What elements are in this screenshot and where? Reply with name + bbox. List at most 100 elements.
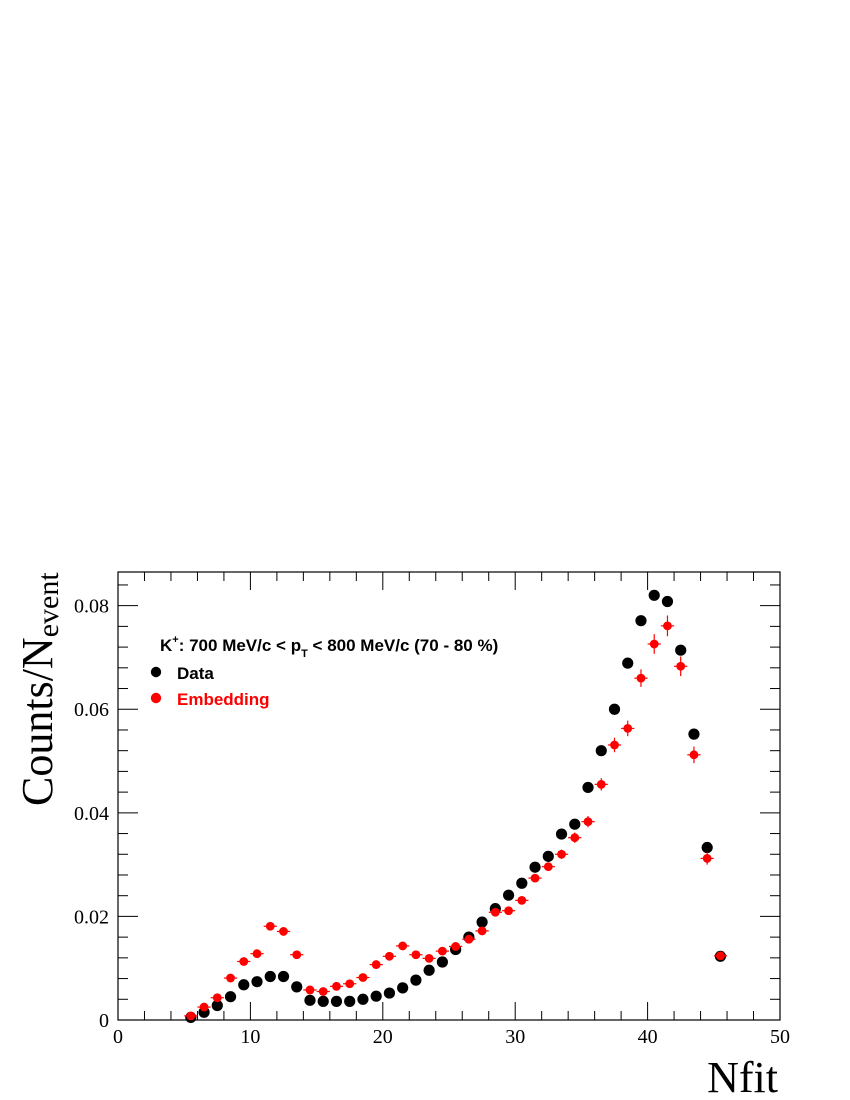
data-point [622, 657, 634, 669]
x-tick-label: 40 [638, 1026, 658, 1048]
legend-label-data: Data [177, 664, 214, 683]
y-tick-label: 0.06 [74, 699, 109, 721]
embedding-marker [358, 973, 368, 982]
embedding-point [422, 953, 436, 963]
x-tick-label: 0 [113, 1026, 123, 1048]
embedding-point [660, 615, 675, 637]
embedding-point [369, 960, 383, 969]
data-point [211, 999, 223, 1012]
embedding-marker [596, 779, 606, 789]
data-point [688, 728, 700, 740]
embedding-marker [636, 673, 646, 683]
data-point [423, 964, 435, 976]
embedding-point [554, 849, 569, 859]
embedding-point [515, 895, 529, 905]
embedding-marker [504, 906, 513, 916]
embedding-marker [464, 934, 474, 944]
embedding-point [488, 907, 502, 917]
embedding-marker [451, 942, 461, 951]
embedding-point [223, 973, 238, 983]
embedding-point [343, 979, 357, 989]
data-point [410, 974, 422, 986]
embedding-marker [477, 926, 487, 936]
embedding-marker [252, 949, 262, 959]
data-point [516, 877, 528, 889]
data-point [264, 970, 276, 983]
embedding-marker [371, 960, 381, 969]
data-point [542, 850, 554, 862]
embedding-point [356, 973, 370, 982]
data-point [635, 615, 647, 627]
data-point [648, 589, 660, 601]
embedding-point [329, 981, 344, 991]
data-point [661, 595, 674, 608]
embedding-point [197, 1002, 211, 1012]
data-point [476, 916, 488, 928]
embedding-marker [332, 981, 341, 991]
y-axis-title: Counts/Nevent [13, 572, 65, 806]
data-point [383, 987, 396, 999]
data-point [317, 995, 329, 1007]
embedding-point [237, 957, 251, 966]
y-tick-label: 0.08 [74, 596, 109, 618]
embedding-point [528, 873, 542, 883]
embedding-marker [305, 985, 315, 995]
x-axis-title: Nfit [707, 1053, 778, 1100]
embedding-point [276, 927, 291, 936]
chart-annotation: K+: 700 MeV/c < pT < 800 MeV/c (70 - 80 … [160, 634, 498, 660]
x-tick-label: 50 [770, 1026, 790, 1048]
embedding-marker [279, 927, 288, 936]
embedding-point [449, 942, 463, 951]
legend: Data Embedding [150, 664, 270, 709]
embedding-point [621, 720, 635, 737]
embedding-marker [663, 621, 672, 631]
data-point [675, 644, 687, 656]
data-point [595, 745, 607, 757]
data-point [555, 828, 568, 840]
y-tick-label: 0 [99, 1010, 109, 1032]
embedding-marker [716, 951, 725, 961]
embedding-marker [676, 661, 686, 671]
embedding-marker [318, 987, 328, 996]
data-point [397, 982, 409, 994]
data-point [529, 861, 541, 873]
embedding-point [674, 656, 688, 677]
embedding-marker [557, 849, 566, 859]
embedding-point [568, 832, 582, 843]
embedding-point [303, 985, 317, 995]
x-tick-label: 30 [505, 1026, 525, 1048]
embedding-marker [490, 907, 500, 917]
data-point [370, 990, 382, 1002]
embedding-point [462, 934, 476, 944]
embedding-marker [570, 833, 580, 843]
tick-labels: 0 10 20 30 40 50 0 0.02 0.04 0.06 0.08 [74, 596, 790, 1048]
embedding-point [475, 926, 489, 936]
embedding-point [700, 852, 714, 865]
embedding-marker [265, 921, 275, 931]
embedding-marker [610, 740, 619, 750]
embedding-marker [649, 639, 659, 649]
x-tick-label: 20 [373, 1026, 393, 1048]
embedding-point [316, 987, 330, 996]
embedding-marker [424, 953, 434, 963]
embedding-marker [226, 973, 235, 983]
data-point [608, 703, 621, 715]
embedding-point [290, 950, 304, 960]
embedding-point [210, 993, 224, 1003]
embedding-marker [186, 1011, 196, 1021]
embedding-point [647, 634, 661, 654]
embedding-point [607, 737, 622, 753]
embedding-point [409, 950, 423, 960]
embedding-marker [517, 895, 527, 905]
embedding-point [501, 906, 516, 916]
embedding-marker [292, 950, 302, 960]
x-tick-label: 10 [240, 1026, 260, 1048]
legend-label-embedding: Embedding [177, 690, 270, 709]
embedding-point [396, 941, 410, 951]
data-point [357, 993, 369, 1005]
embedding-point [687, 746, 701, 764]
embedding-point [634, 669, 648, 687]
embedding-marker [530, 873, 540, 883]
plot-frame [117, 571, 781, 1021]
